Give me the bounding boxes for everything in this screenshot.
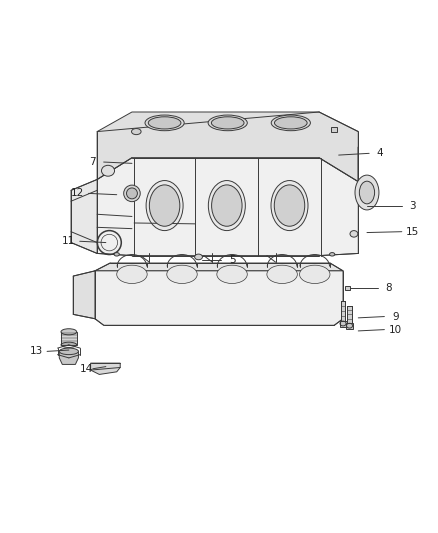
Polygon shape: [95, 263, 343, 271]
Text: 8: 8: [385, 283, 392, 293]
Polygon shape: [97, 158, 358, 256]
Ellipse shape: [329, 253, 335, 256]
Ellipse shape: [59, 348, 78, 354]
Polygon shape: [61, 332, 77, 345]
Ellipse shape: [271, 181, 308, 231]
Polygon shape: [71, 180, 97, 254]
Text: 15: 15: [406, 227, 419, 237]
Ellipse shape: [61, 329, 77, 335]
Text: 13: 13: [30, 346, 43, 357]
Ellipse shape: [114, 253, 119, 256]
Ellipse shape: [267, 265, 297, 284]
Ellipse shape: [355, 175, 379, 210]
Ellipse shape: [350, 231, 358, 237]
Text: 14: 14: [80, 364, 93, 374]
Ellipse shape: [300, 265, 330, 284]
Ellipse shape: [131, 128, 141, 135]
Ellipse shape: [208, 181, 245, 231]
Ellipse shape: [148, 117, 181, 129]
Ellipse shape: [275, 117, 307, 129]
Text: 3: 3: [410, 200, 416, 211]
Ellipse shape: [124, 185, 140, 201]
Text: 11: 11: [62, 236, 75, 246]
Bar: [346, 323, 353, 329]
Ellipse shape: [212, 185, 242, 226]
Bar: [331, 127, 337, 132]
Ellipse shape: [117, 265, 147, 284]
Polygon shape: [347, 305, 352, 324]
Ellipse shape: [271, 115, 311, 131]
Text: 12: 12: [71, 188, 84, 198]
Ellipse shape: [167, 265, 197, 284]
Text: 4: 4: [377, 148, 383, 158]
Ellipse shape: [145, 115, 184, 131]
Ellipse shape: [149, 185, 180, 226]
Polygon shape: [73, 271, 95, 319]
Text: 7: 7: [89, 157, 96, 167]
Text: 9: 9: [392, 312, 399, 321]
Polygon shape: [341, 301, 345, 321]
Ellipse shape: [127, 188, 138, 199]
Bar: [339, 321, 346, 327]
Bar: [345, 286, 350, 290]
Ellipse shape: [212, 117, 244, 129]
Polygon shape: [91, 363, 120, 375]
Ellipse shape: [102, 165, 115, 176]
Ellipse shape: [194, 254, 202, 260]
Polygon shape: [97, 112, 358, 182]
Text: 5: 5: [229, 255, 235, 265]
Ellipse shape: [146, 181, 183, 231]
Ellipse shape: [217, 265, 247, 284]
Polygon shape: [59, 351, 78, 365]
Text: 10: 10: [389, 325, 402, 335]
Polygon shape: [95, 271, 343, 325]
Ellipse shape: [208, 115, 247, 131]
Ellipse shape: [359, 181, 374, 204]
Ellipse shape: [274, 185, 305, 226]
